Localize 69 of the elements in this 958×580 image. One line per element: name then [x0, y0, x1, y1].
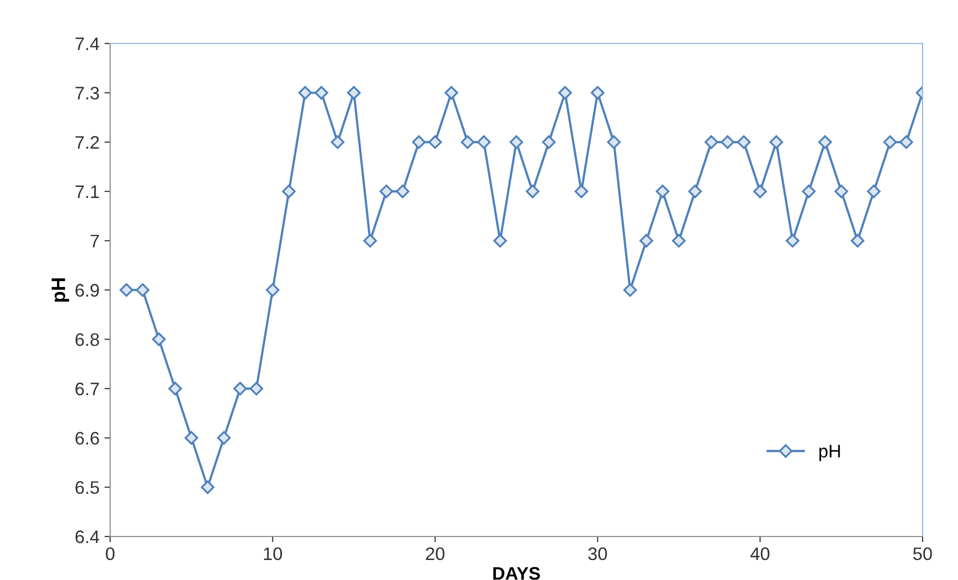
point	[558, 86, 572, 100]
y-tick-label: 7.1	[76, 186, 99, 198]
point	[282, 184, 296, 198]
point	[184, 431, 198, 445]
point	[428, 135, 442, 149]
point	[850, 234, 864, 248]
y-tick-label: 7.3	[76, 86, 99, 100]
point	[526, 184, 540, 198]
point	[396, 184, 410, 198]
point	[412, 135, 426, 149]
point	[200, 480, 214, 494]
x-tick-label: 10	[264, 547, 282, 560]
point	[607, 135, 621, 149]
point	[542, 135, 556, 149]
point	[152, 332, 166, 346]
point	[298, 86, 312, 100]
point	[120, 283, 134, 297]
point	[574, 184, 588, 198]
point	[380, 184, 394, 198]
y-tick-label: 7	[90, 234, 99, 248]
x-axis-title: DAYS	[493, 567, 540, 580]
point	[168, 382, 182, 396]
point	[802, 184, 816, 198]
x-tick-label: 40	[750, 547, 770, 560]
x-tick-label: 20	[426, 547, 444, 560]
y-tick-label: 6.7	[76, 382, 99, 396]
x-tick-label: 50	[913, 547, 932, 560]
point	[818, 135, 832, 149]
point	[363, 234, 377, 248]
point	[136, 283, 150, 297]
y-axis-title: pH	[52, 278, 70, 302]
point	[266, 283, 280, 297]
point	[883, 135, 897, 149]
y-tick-label: 7.2	[76, 136, 99, 149]
y-tick-label: 7.4	[76, 38, 100, 50]
x-tick-label: 0	[106, 547, 114, 560]
point	[720, 135, 734, 149]
point	[444, 86, 458, 100]
point	[640, 234, 654, 248]
x-tick-label: 30	[588, 547, 607, 560]
point	[672, 234, 686, 248]
point	[786, 234, 800, 248]
y-tick-label: 6.4	[76, 530, 100, 544]
point	[900, 135, 914, 149]
point	[510, 135, 524, 149]
y-tick-label: 6.9	[76, 284, 99, 297]
y-tick-label: 6.8	[76, 333, 99, 346]
point	[737, 135, 751, 149]
point	[623, 283, 637, 297]
point	[493, 234, 507, 248]
legend-label: pH	[819, 444, 840, 462]
point	[250, 382, 264, 396]
point	[688, 184, 702, 198]
point	[460, 135, 474, 149]
point	[330, 135, 344, 149]
point	[347, 86, 361, 100]
point	[867, 184, 881, 198]
point	[656, 184, 670, 198]
y-tick-label: 6.5	[76, 481, 99, 494]
point	[704, 135, 718, 149]
point	[477, 135, 491, 149]
point	[834, 184, 848, 198]
point	[314, 86, 328, 100]
point	[753, 184, 767, 198]
point	[233, 382, 247, 396]
point	[770, 135, 784, 149]
y-tick-label: 6.6	[76, 432, 99, 445]
point	[590, 86, 604, 100]
point	[217, 431, 231, 445]
